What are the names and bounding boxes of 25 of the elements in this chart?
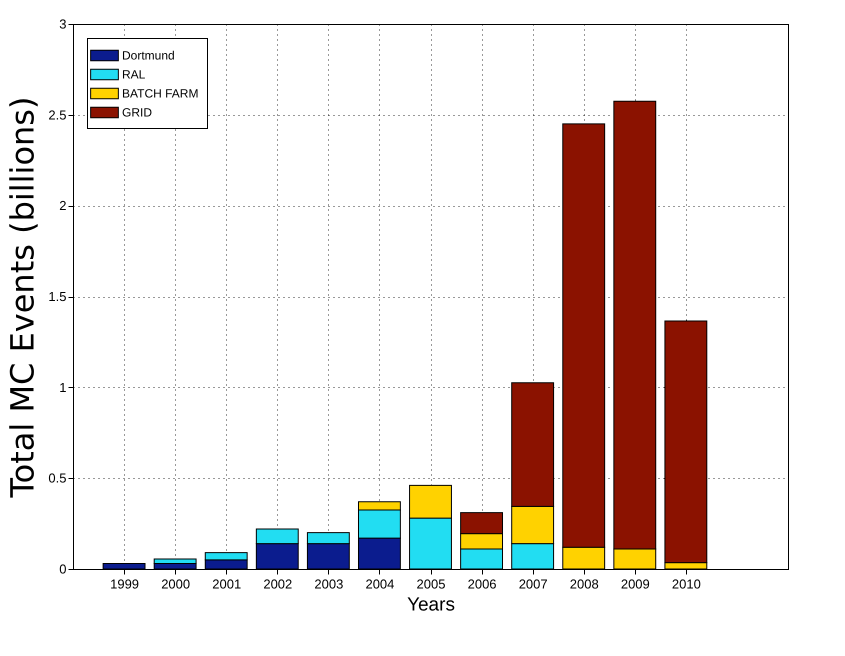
y-tick-label: 1 xyxy=(59,380,66,395)
y-tick-label: 0 xyxy=(59,562,66,576)
x-tick-label: 2006 xyxy=(468,576,497,592)
legend-label: Dortmund xyxy=(122,48,175,62)
x-tick-label: 2005 xyxy=(416,576,446,592)
x-axis-title: Years xyxy=(407,594,455,616)
legend-label: RAL xyxy=(122,68,146,82)
y-tick-label: 1.5 xyxy=(48,289,66,304)
x-tick-label: 2002 xyxy=(263,576,292,592)
x-tick-label: 2000 xyxy=(161,576,190,592)
y-axis-title: Total MC Events (billions) xyxy=(3,96,42,498)
x-tick-label: 2001 xyxy=(212,576,242,592)
x-tick-label: 2003 xyxy=(314,576,344,592)
x-tick-label: 2008 xyxy=(570,576,599,592)
x-tick-label: 2004 xyxy=(365,576,394,592)
x-tick-label: 2009 xyxy=(620,576,650,592)
y-tick-label: 2 xyxy=(59,198,66,214)
x-tick-label: 2007 xyxy=(518,576,548,592)
x-tick-label: 2010 xyxy=(672,576,701,592)
y-tick-label: 3 xyxy=(59,16,66,32)
y-tick-label: 0.5 xyxy=(48,470,66,486)
legend-label: GRID xyxy=(122,106,152,120)
y-tick-label: 2.5 xyxy=(48,107,66,122)
x-tick-label: 1999 xyxy=(110,576,140,592)
legend-label: BATCH FARM xyxy=(122,86,198,100)
